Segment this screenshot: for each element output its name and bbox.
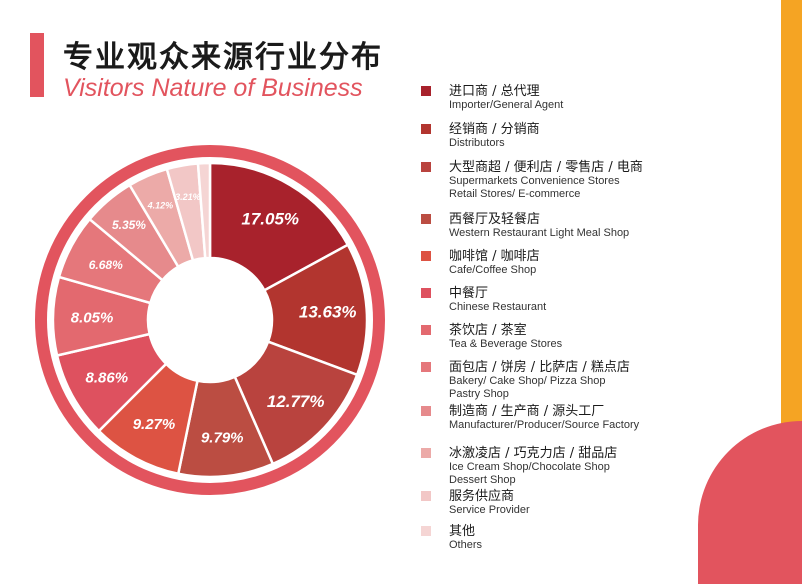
legend-label-cn: 经销商 / 分销商 (449, 122, 540, 137)
legend-label-cn: 茶饮店 / 茶室 (449, 323, 527, 338)
legend-swatch (421, 526, 431, 536)
slice-data-label: 3.21% (175, 192, 201, 202)
chart-subtitle: Visitors Nature of Business (63, 74, 363, 102)
legend-label-en: Manufacturer/Producer/Source Factory (449, 419, 640, 431)
slice-data-label: 13.63% (299, 303, 357, 322)
legend-label-en: Distributors (449, 137, 505, 149)
legend-label-cn: 进口商 / 总代理 (449, 84, 540, 99)
decorative-corner-shape (698, 421, 802, 584)
legend-label-en: Supermarkets Convenience Stores (449, 175, 620, 187)
legend-label-en-line2: Dessert Shop (449, 474, 516, 486)
slice-data-label: 8.05% (71, 309, 114, 326)
legend-label-cn: 服务供应商 (449, 489, 515, 504)
legend-swatch (421, 288, 431, 298)
legend-swatch (421, 362, 431, 372)
pie-slice (196, 161, 212, 260)
legend-swatch (421, 124, 431, 134)
title-accent-bar (30, 33, 44, 97)
pie-slice (208, 161, 350, 292)
legend-swatch (421, 214, 431, 224)
chart-title: 专业观众来源行业分布 (63, 40, 383, 75)
slice-data-label: 4.12% (147, 200, 174, 210)
legend-label-cn: 西餐厅及轻餐店 (449, 212, 541, 227)
legend-swatch (421, 491, 431, 501)
legend-label-cn: 中餐厅 (449, 286, 489, 301)
slice-data-label: 6.68% (89, 258, 123, 272)
slice-data-label: 9.79% (201, 430, 244, 447)
pie-slice (233, 340, 359, 466)
legend-label-en: Others (449, 539, 483, 551)
legend-label-en: Tea & Beverage Stores (449, 338, 563, 350)
legend-label-cn: 面包店 / 饼房 / 比萨店 / 糕点店 (449, 360, 630, 375)
legend-swatch (421, 325, 431, 335)
legend-label-en: Service Provider (449, 504, 530, 516)
slice-data-label: 12.77% (267, 392, 325, 411)
slice-data-label: 9.27% (133, 416, 176, 433)
legend-label-en-line2: Pastry Shop (449, 388, 509, 400)
legend-label-en: Ice Cream Shop/Chocolate Shop (449, 461, 610, 473)
slice-data-label: 17.05% (241, 209, 299, 228)
legend-label-cn: 其他 (449, 524, 476, 539)
legend-swatch (421, 448, 431, 458)
legend-label-cn: 咖啡馆 / 咖啡店 (449, 249, 540, 264)
slice-data-label: 8.86% (86, 369, 129, 386)
legend-swatch (421, 86, 431, 96)
legend-label-en: Cafe/Coffee Shop (449, 264, 537, 276)
legend-swatch (421, 251, 431, 261)
legend-swatch (421, 162, 431, 172)
legend-label-en: Importer/General Agent (449, 99, 564, 111)
slice-data-label: 5.35% (112, 218, 146, 232)
donut-outer-ring (35, 145, 385, 495)
legend-label-cn: 大型商超 / 便利店 / 零售店 / 电商 (449, 160, 643, 175)
legend-label-en: Western Restaurant Light Meal Shop (449, 227, 630, 239)
legend-label-cn: 冰激凌店 / 巧克力店 / 甜品店 (449, 446, 618, 461)
legend-label-en: Bakery/ Cake Shop/ Pizza Shop (449, 375, 606, 387)
legend-label-en: Chinese Restaurant (449, 301, 547, 313)
legend-label-cn: 制造商 / 生产商 / 源头工厂 (449, 404, 605, 419)
legend-swatch (421, 406, 431, 416)
legend-label-en-line2: Retail Stores/ E-commerce (449, 188, 581, 200)
